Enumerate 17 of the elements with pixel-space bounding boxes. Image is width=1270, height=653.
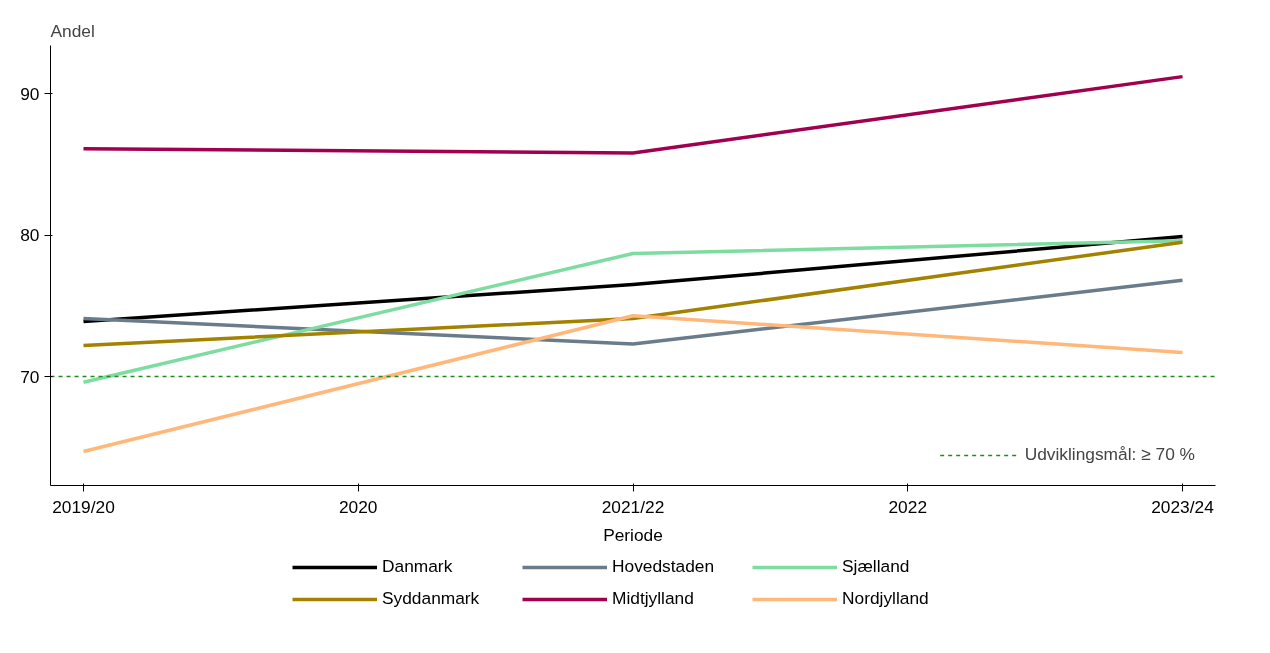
x-tick-label: 2020 xyxy=(338,496,378,517)
x-tick-label: 2021/22 xyxy=(601,496,665,517)
x-tick-label: 2022 xyxy=(888,496,928,517)
legend-label: Midtjylland xyxy=(612,588,695,609)
legend-label: Sjælland xyxy=(842,556,911,577)
y-axis-title: Andel xyxy=(50,20,95,41)
legend-label: Hovedstaden xyxy=(612,556,716,577)
x-tick-label: 2019/20 xyxy=(52,496,115,517)
legend-label: Nordjylland xyxy=(842,588,930,609)
y-tick-label: 90 xyxy=(20,83,40,104)
legend-label: Syddanmark xyxy=(382,588,481,609)
legend-label: Udviklingsmål: ≥ 70 % xyxy=(1024,444,1195,465)
x-axis-title: Periode xyxy=(603,524,663,545)
y-tick-label: 80 xyxy=(20,225,40,246)
x-tick-label: 2023/24 xyxy=(1151,496,1215,517)
y-tick-label: 70 xyxy=(20,366,40,387)
legend-label: Danmark xyxy=(382,556,454,577)
